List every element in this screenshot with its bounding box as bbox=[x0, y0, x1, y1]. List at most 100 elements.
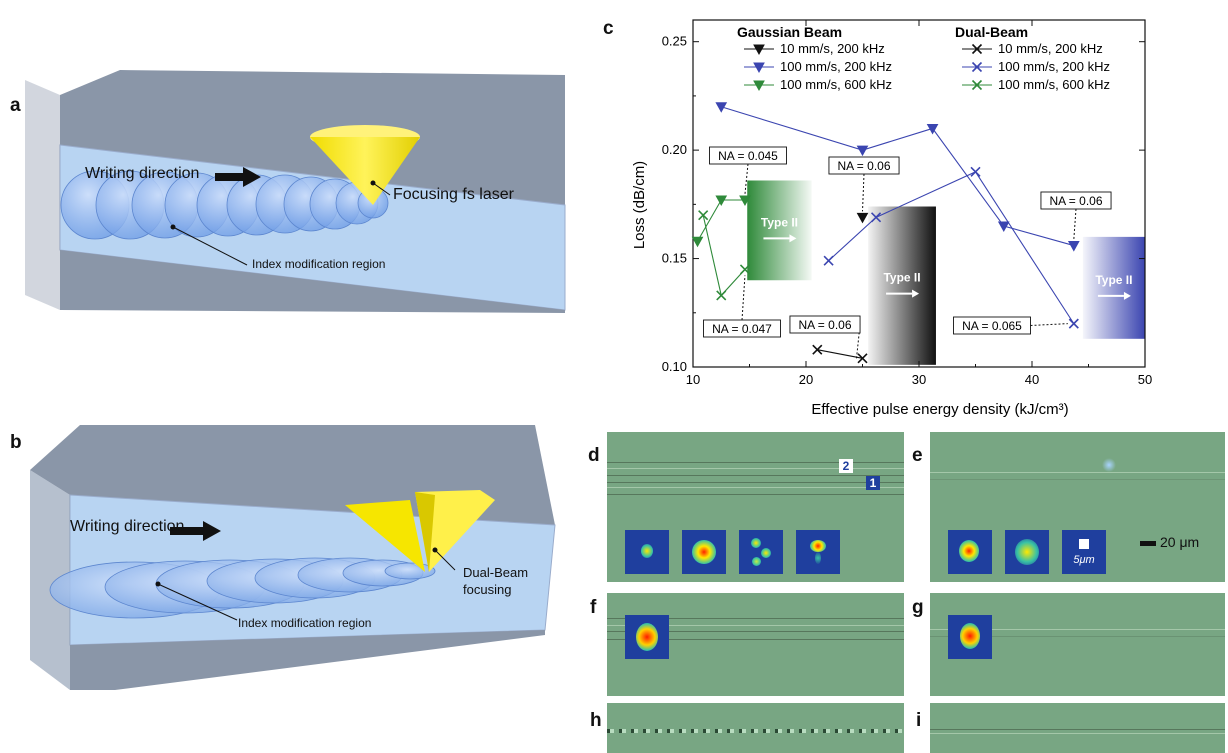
inset-scale-text: 5μm bbox=[1073, 554, 1095, 566]
data-point bbox=[739, 264, 751, 275]
mode-inset-d2 bbox=[682, 530, 726, 574]
mode-inset-d4 bbox=[796, 530, 840, 574]
y-tick-label: 0.15 bbox=[662, 251, 687, 266]
x-tick-label: 30 bbox=[912, 372, 926, 387]
schematic-b bbox=[30, 425, 556, 690]
legend-marker bbox=[753, 44, 765, 56]
data-point bbox=[856, 145, 869, 157]
writing-direction-a: Writing direction bbox=[85, 165, 200, 182]
annotation-text: NA = 0.047 bbox=[712, 322, 772, 336]
series-line bbox=[702, 215, 746, 297]
data-point bbox=[997, 221, 1010, 233]
data-point bbox=[812, 344, 823, 355]
data-point bbox=[716, 290, 727, 301]
inset-scale-box: 5μm bbox=[1062, 530, 1106, 574]
annotation-box bbox=[828, 156, 900, 175]
inset-scale-square bbox=[1079, 539, 1089, 549]
data-point bbox=[856, 212, 869, 224]
y-tick-label: 0.25 bbox=[662, 34, 687, 49]
laser-cone bbox=[310, 137, 420, 205]
data-point bbox=[870, 212, 882, 223]
writing-arrow-icon-b bbox=[170, 521, 221, 541]
legend-marker bbox=[971, 79, 983, 91]
index-modification-ellipses bbox=[49, 557, 436, 619]
y-tick-label: 0.20 bbox=[662, 142, 687, 157]
x-tick-label: 40 bbox=[1025, 372, 1039, 387]
data-point bbox=[715, 102, 728, 113]
mode-inset-d1 bbox=[625, 530, 669, 574]
x-axis-label: Effective pulse energy density (kJ/cm³) bbox=[811, 401, 1068, 418]
legend-entry-label: 10 mm/s, 200 kHz bbox=[998, 41, 1103, 56]
legend-marker bbox=[971, 61, 983, 73]
annotation-text: NA = 0.06 bbox=[837, 159, 890, 173]
panel-label-i: i bbox=[916, 710, 922, 731]
index-modification-spheres bbox=[60, 170, 389, 240]
panel-label-c: c bbox=[603, 18, 614, 39]
waveguide-tag-2: 2 bbox=[839, 459, 853, 473]
laser-label-a: Focusing fs laser bbox=[393, 186, 514, 203]
legend-group-title: Dual-Beam bbox=[955, 24, 1028, 40]
mode-inset-d3 bbox=[739, 530, 783, 574]
legend-entry-label: 10 mm/s, 200 kHz bbox=[780, 41, 885, 56]
annotation-leader bbox=[744, 163, 749, 195]
annotation-leader bbox=[741, 275, 746, 321]
mode-inset-e2 bbox=[1005, 530, 1049, 574]
panel-label-d: d bbox=[588, 445, 600, 466]
annotation-box bbox=[1040, 191, 1112, 210]
type-ii-region bbox=[868, 206, 936, 365]
data-point bbox=[823, 255, 834, 266]
laser-label-b-line1: Dual-Beam bbox=[463, 565, 529, 580]
micrograph-f bbox=[607, 593, 904, 696]
type-ii-arrowhead bbox=[912, 289, 920, 298]
data-point bbox=[715, 195, 728, 207]
series-line bbox=[828, 171, 1075, 324]
mode-inset-g bbox=[948, 615, 992, 659]
legend-marker bbox=[971, 43, 983, 55]
type-ii-label: Type II bbox=[883, 271, 920, 285]
annotation-box bbox=[953, 316, 1031, 335]
micrograph-i bbox=[930, 703, 1225, 753]
laser-label-b-line2: focusing bbox=[463, 582, 512, 597]
scale-bar-label: 20 μm bbox=[1160, 534, 1200, 550]
waveguide-tag-1: 1 bbox=[866, 476, 880, 490]
annotation-text: NA = 0.065 bbox=[962, 319, 1022, 333]
legend-entry-label: 100 mm/s, 600 kHz bbox=[998, 77, 1110, 92]
panel-label-f: f bbox=[590, 597, 597, 618]
micrograph-d: 2 1 bbox=[607, 432, 904, 582]
annotation-leader bbox=[1030, 323, 1068, 326]
writing-arrow-icon bbox=[215, 167, 261, 187]
panel-label-b: b bbox=[10, 432, 22, 453]
region-label-a: Index modification region bbox=[252, 257, 386, 271]
panel-label-a: a bbox=[10, 95, 21, 116]
region-label-b: Index modification region bbox=[238, 616, 372, 630]
data-point bbox=[1068, 318, 1079, 329]
legend-group-title: Gaussian Beam bbox=[737, 24, 842, 40]
legend-entry-label: 100 mm/s, 200 kHz bbox=[780, 59, 892, 74]
scale-bar bbox=[1140, 541, 1156, 546]
dual-beam-wedge-1 bbox=[345, 500, 425, 572]
annotation-box bbox=[709, 146, 787, 165]
annotation-text: NA = 0.06 bbox=[798, 318, 851, 332]
type-ii-label: Type II bbox=[1095, 273, 1132, 287]
micrograph-e: 5μm bbox=[930, 432, 1225, 582]
data-point bbox=[926, 123, 939, 135]
loss-chart: Type II Type II Type II 10 20 30 40 50 0.10 0.15… bbox=[631, 19, 1152, 418]
type-ii-region bbox=[747, 180, 812, 281]
x-tick-label: 20 bbox=[799, 372, 813, 387]
x-tick-label: 10 bbox=[686, 372, 700, 387]
data-point bbox=[698, 210, 709, 221]
series-line bbox=[817, 349, 863, 359]
glass-bottom-face bbox=[60, 250, 565, 313]
annotation-box bbox=[789, 315, 861, 334]
panel-label-h: h bbox=[590, 710, 602, 731]
micrograph-h bbox=[607, 703, 904, 753]
legend-entry-label: 100 mm/s, 600 kHz bbox=[780, 77, 892, 92]
type-ii-label: Type II bbox=[761, 215, 798, 229]
panel-label-g: g bbox=[912, 597, 924, 618]
data-point bbox=[857, 353, 868, 364]
annotation-leader bbox=[1073, 208, 1077, 240]
annotation-box bbox=[703, 319, 781, 338]
mode-inset-f bbox=[625, 615, 669, 659]
annotation-text: NA = 0.06 bbox=[1049, 194, 1102, 208]
annotation-text: NA = 0.045 bbox=[718, 149, 778, 163]
